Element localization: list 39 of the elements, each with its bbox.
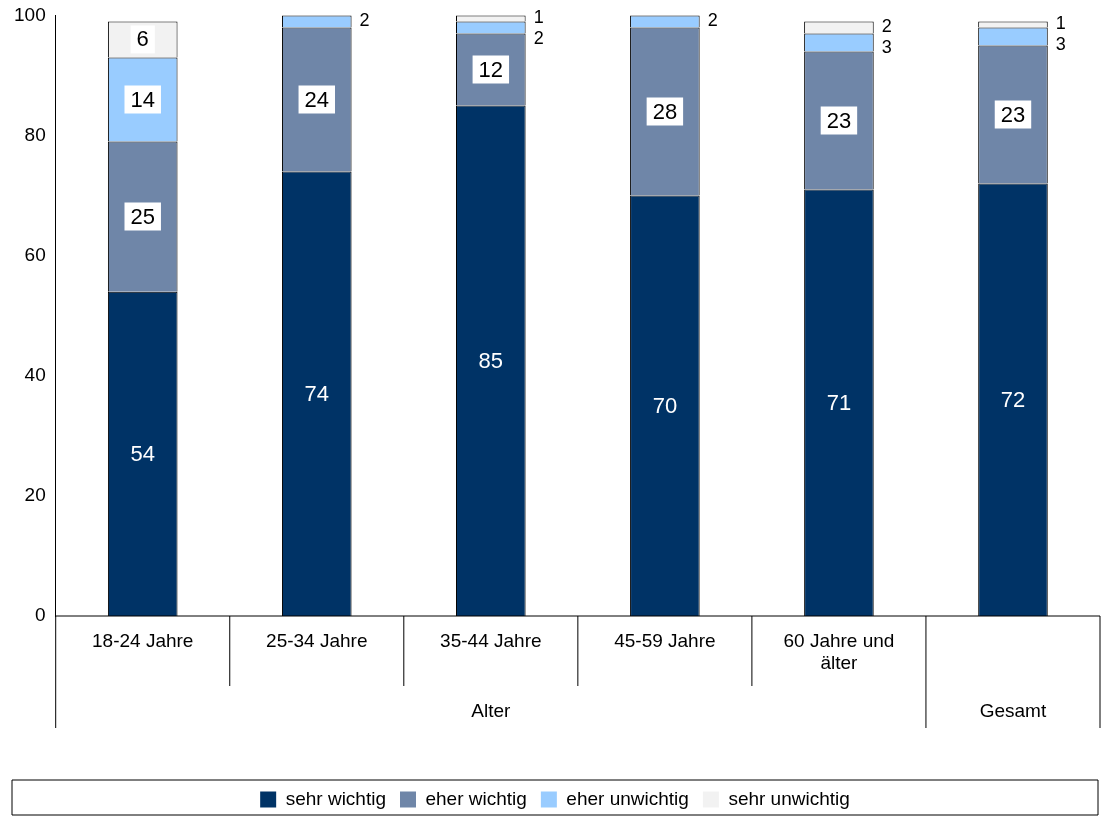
data-label: 12 [478, 56, 504, 82]
data-label: 2 [707, 10, 718, 31]
data-label: 74 [304, 380, 330, 406]
x-tick-label: 35-44 Jahre [440, 629, 542, 651]
data-label: 71 [826, 389, 852, 415]
legend-label: sehr unwichtig [728, 787, 850, 809]
x-tick-label: 60 Jahre und älter [783, 629, 895, 674]
data-label: 25 [130, 203, 155, 229]
y-tick-label: 0 [35, 604, 46, 626]
legend-label: eher unwichtig [566, 787, 689, 809]
y-tick-label: 100 [14, 3, 46, 25]
x-tick-label: 45-59 Jahre [614, 629, 716, 651]
data-label: 54 [130, 440, 155, 466]
x-tick-label: 25-34 Jahre [266, 629, 368, 651]
data-label: 24 [304, 86, 330, 112]
data-label: 23 [826, 107, 852, 133]
data-label: 72 [1000, 386, 1026, 412]
data-label: 28 [652, 98, 678, 124]
y-tick-label: 80 [24, 123, 46, 145]
data-label: 1 [533, 7, 544, 28]
data-label: 1 [1055, 13, 1066, 34]
data-label: 23 [1000, 101, 1026, 127]
x-tick-label: 18-24 Jahre [92, 629, 194, 651]
data-label: 3 [1055, 34, 1066, 55]
data-label: 85 [478, 347, 504, 373]
data-label: 70 [652, 392, 678, 418]
y-tick-label: 20 [24, 484, 46, 506]
text: Alter [471, 700, 512, 722]
legend-label: eher wichtig [425, 787, 527, 809]
data-label: 2 [359, 10, 370, 31]
data-label: 2 [881, 16, 892, 37]
data-label: 2 [533, 28, 544, 49]
data-label: 14 [130, 86, 155, 112]
y-tick-label: 40 [24, 363, 46, 385]
text: Gesamt [979, 700, 1047, 722]
y-tick-label: 60 [24, 243, 46, 265]
data-label: 6 [136, 26, 149, 52]
data-label: 3 [881, 37, 892, 58]
legend-label: sehr wichtig [285, 787, 386, 809]
